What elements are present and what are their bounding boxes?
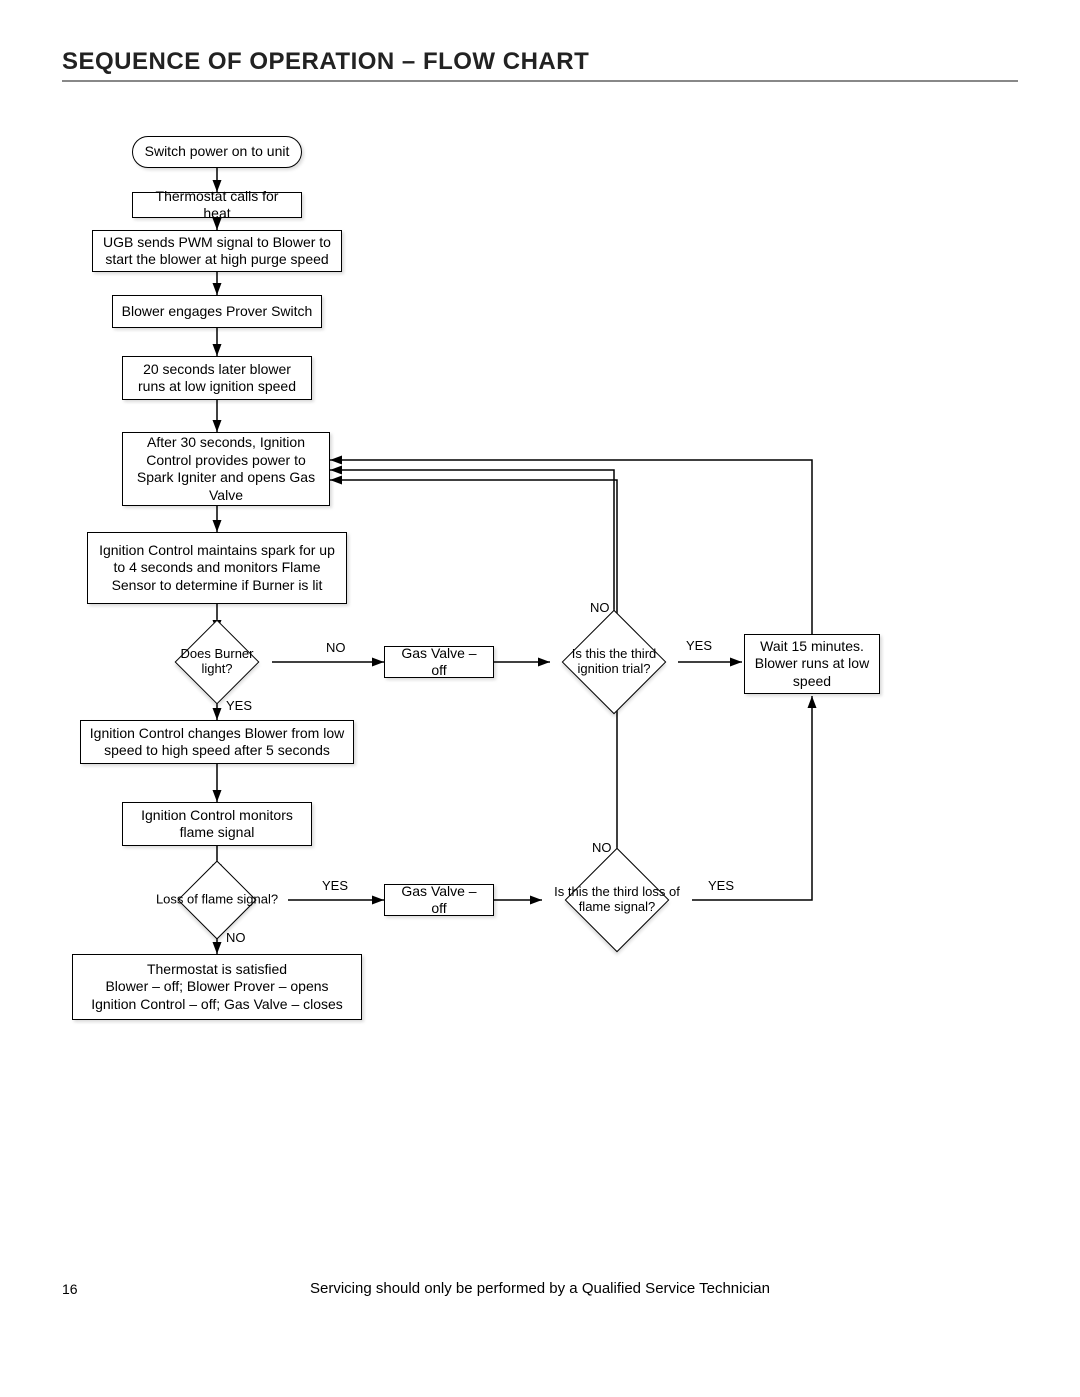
flowchart-canvas: Switch power on to unit Thermostat calls… <box>62 100 1018 1100</box>
node-label: Ignition Control monitors flame signal <box>131 807 303 842</box>
node-label: Ignition Control changes Blower from low… <box>89 725 345 760</box>
edge-label: YES <box>708 878 734 893</box>
node-label: After 30 seconds, Ignition Control provi… <box>131 434 321 504</box>
decision-burner-light: Does Burner light? <box>162 632 272 692</box>
footer-note: Servicing should only be performed by a … <box>0 1280 1080 1297</box>
edge-label: NO <box>226 930 246 945</box>
decision-third-loss: Is this the third loss of flame signal? <box>542 858 692 942</box>
edge-label: YES <box>322 878 348 893</box>
edge-label: NO <box>592 840 612 855</box>
node-blower-high: Ignition Control changes Blower from low… <box>80 720 354 764</box>
node-label: Is this the third loss of flame signal? <box>554 884 680 914</box>
node-thermostat-calls: Thermostat calls for heat <box>132 192 302 218</box>
node-label: Gas Valve – off <box>393 883 485 918</box>
node-prover-switch: Blower engages Prover Switch <box>112 295 322 328</box>
node-label: Is this the third ignition trial? <box>572 646 657 676</box>
node-thermostat-satisfied: Thermostat is satisfied Blower – off; Bl… <box>72 954 362 1020</box>
node-label: Thermostat calls for heat <box>141 188 293 223</box>
node-label: 20 seconds later blower runs at low igni… <box>131 361 303 396</box>
page-title: SEQUENCE OF OPERATION – FLOW CHART <box>62 48 589 76</box>
node-label: Does Burner light? <box>181 646 254 676</box>
node-wait-15: Wait 15 minutes. Blower runs at low spee… <box>744 634 880 694</box>
node-ugb-pwm: UGB sends PWM signal to Blower to start … <box>92 230 342 272</box>
node-label: UGB sends PWM signal to Blower to start … <box>101 234 333 269</box>
edge-label: YES <box>686 638 712 653</box>
node-monitor-flame: Ignition Control monitors flame signal <box>122 802 312 846</box>
decision-loss-flame: Loss of flame signal? <box>146 876 288 924</box>
node-label: Switch power on to unit <box>145 143 290 161</box>
node-label: Wait 15 minutes. Blower runs at low spee… <box>753 638 871 691</box>
edge-label: YES <box>226 698 252 713</box>
title-rule <box>62 80 1018 82</box>
node-label: Ignition Control maintains spark for up … <box>96 542 338 595</box>
node-label: Gas Valve – off <box>393 645 485 680</box>
node-gas-valve-off-1: Gas Valve – off <box>384 646 494 678</box>
node-maintain-spark: Ignition Control maintains spark for up … <box>87 532 347 604</box>
decision-third-ignition: Is this the third ignition trial? <box>550 620 678 704</box>
edge-label: NO <box>326 640 346 655</box>
node-switch-power: Switch power on to unit <box>132 136 302 168</box>
node-label: Blower engages Prover Switch <box>122 303 313 321</box>
node-label: Thermostat is satisfied Blower – off; Bl… <box>91 961 343 1014</box>
edge-label: NO <box>590 600 610 615</box>
node-20s-low-speed: 20 seconds later blower runs at low igni… <box>122 356 312 400</box>
node-gas-valve-off-2: Gas Valve – off <box>384 884 494 916</box>
node-after-30s: After 30 seconds, Ignition Control provi… <box>122 432 330 506</box>
node-label: Loss of flame signal? <box>156 892 278 907</box>
